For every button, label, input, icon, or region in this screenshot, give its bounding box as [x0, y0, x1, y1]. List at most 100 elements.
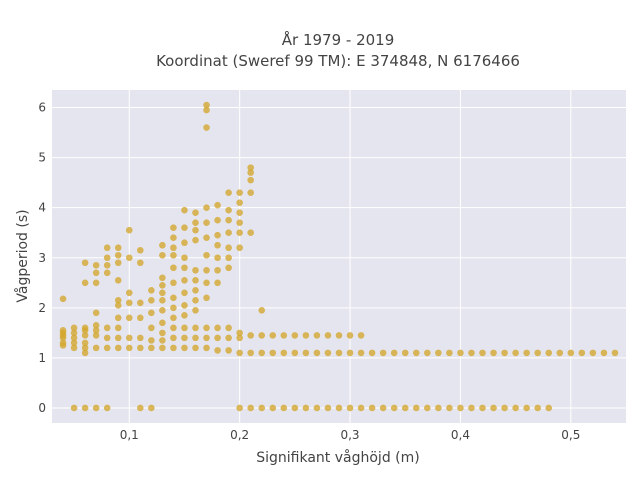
scatter-point [479, 404, 486, 412]
scatter-point [578, 349, 586, 357]
scatter-point [236, 229, 243, 237]
scatter-point [192, 219, 199, 226]
scatter-point [92, 279, 100, 287]
scatter-point [103, 261, 111, 269]
scatter-point [424, 349, 431, 357]
scatter-point [137, 344, 144, 352]
scatter-point [225, 347, 232, 354]
scatter-point [523, 404, 530, 412]
scatter-point [214, 324, 221, 332]
scatter-point [313, 332, 321, 339]
scatter-point [81, 344, 89, 352]
scatter-point [302, 332, 310, 339]
scatter-point [114, 344, 122, 352]
scatter-point [357, 332, 365, 339]
scatter-point [125, 334, 133, 342]
scatter-point [335, 404, 343, 412]
scatter-point [170, 264, 177, 272]
scatter-point [258, 307, 266, 314]
scatter-point [125, 226, 133, 234]
y-tick-label: 3 [38, 251, 46, 265]
scatter-point [203, 106, 210, 114]
scatter-point [457, 404, 464, 412]
scatter-point [148, 324, 155, 332]
scatter-point [92, 269, 100, 277]
scatter-point [92, 332, 100, 339]
scatter-point [567, 349, 575, 357]
scatter-point [236, 244, 243, 252]
scatter-point [379, 404, 387, 412]
x-tick-labels: 0,1 0,2 0,3 0,4 0,5 [120, 428, 581, 442]
scatter-point [148, 404, 155, 412]
scatter-point [258, 332, 266, 339]
scatter-point [401, 404, 409, 412]
scatter-point [512, 404, 519, 412]
scatter-point [468, 349, 475, 357]
scatter-point [203, 204, 210, 211]
scatter-point [368, 349, 376, 357]
scatter-point [137, 404, 144, 412]
scatter-point [247, 332, 254, 339]
scatter-point [435, 404, 442, 412]
scatter-point [335, 349, 343, 357]
scatter-point [181, 302, 188, 309]
scatter-point [114, 276, 122, 284]
scatter-point [81, 259, 89, 267]
scatter-point [103, 269, 111, 277]
scatter-point [137, 314, 144, 322]
scatter-point [70, 324, 78, 332]
scatter-point [170, 251, 177, 259]
scatter-point [170, 344, 177, 352]
scatter-point [192, 236, 199, 244]
scatter-point [225, 254, 232, 262]
scatter-point [412, 349, 420, 357]
scatter-point [159, 329, 166, 337]
scatter-point [214, 241, 221, 249]
scatter-point [148, 344, 155, 352]
scatter-point [70, 339, 78, 347]
scatter-point [181, 264, 188, 272]
scatter-point [181, 239, 188, 247]
scatter-point [92, 309, 100, 317]
scatter-point [247, 229, 254, 237]
scatter-point [137, 334, 144, 342]
scatter-point [181, 206, 188, 214]
data-points [59, 101, 619, 412]
scatter-point [346, 332, 354, 339]
scatter-point [203, 219, 210, 226]
scatter-point [324, 404, 332, 412]
scatter-point [70, 334, 78, 342]
scatter-point [225, 206, 232, 214]
scatter-point [225, 244, 232, 252]
scatter-point [313, 404, 321, 412]
scatter-point [236, 219, 243, 226]
scatter-point [490, 404, 497, 412]
y-tick-labels: 0 1 2 3 4 5 6 [38, 101, 46, 415]
scatter-point [236, 334, 243, 342]
scatter-point [59, 295, 67, 303]
scatter-point [192, 307, 199, 314]
scatter-point [114, 302, 122, 309]
scatter-point [114, 244, 122, 252]
scatter-point [70, 329, 78, 337]
scatter-point [203, 344, 210, 352]
scatter-point [170, 224, 177, 232]
scatter-point [479, 349, 486, 357]
scatter-point [324, 332, 332, 339]
scatter-point [457, 349, 464, 357]
scatter-point [181, 344, 188, 352]
scatter-point [357, 349, 365, 357]
scatter-point [424, 404, 431, 412]
scatter-point [203, 251, 210, 259]
scatter-point [379, 349, 387, 357]
plot-area [52, 90, 626, 423]
scatter-point [181, 312, 188, 319]
scatter-point [148, 287, 155, 294]
scatter-point [214, 201, 221, 209]
y-axis-title: Vågperiod (s) [14, 209, 31, 302]
scatter-point [335, 332, 343, 339]
scatter-point [159, 297, 166, 304]
scatter-point [103, 404, 111, 412]
x-tick-label: 0,1 [120, 428, 139, 442]
scatter-point [291, 349, 299, 357]
